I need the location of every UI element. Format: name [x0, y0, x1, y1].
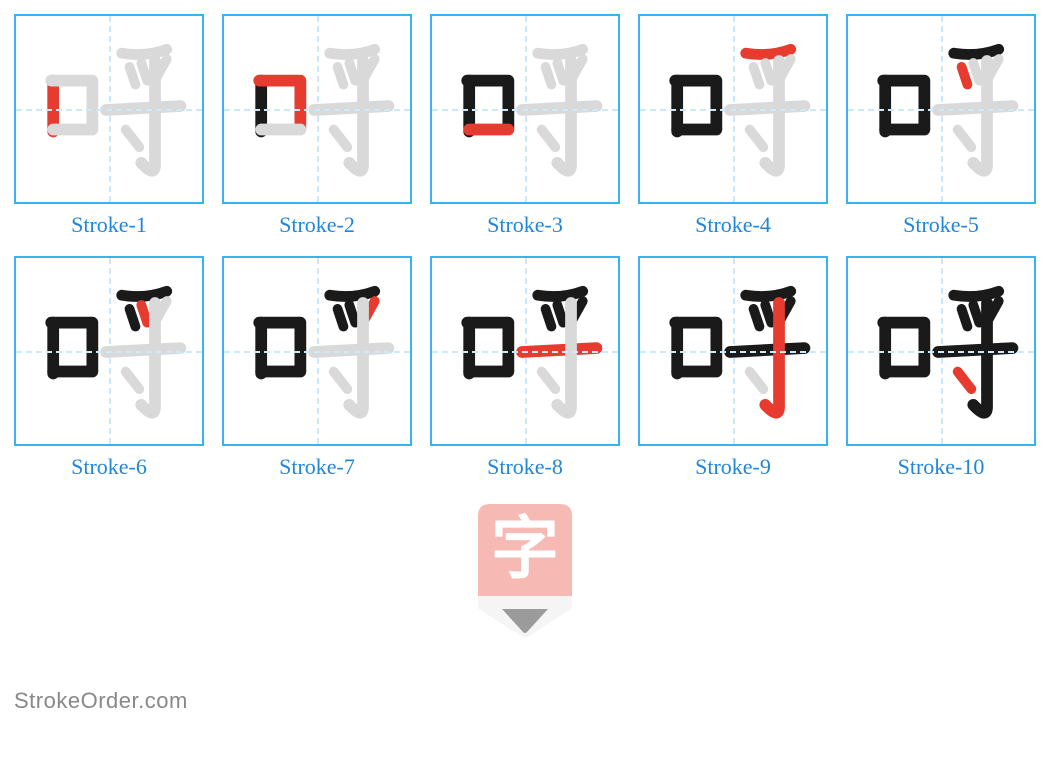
stroke-box	[14, 14, 204, 204]
stroke-box	[638, 256, 828, 446]
stroke-label: Stroke-3	[487, 212, 563, 238]
stroke-box	[846, 14, 1036, 204]
stroke-label: Stroke-8	[487, 454, 563, 480]
stroke-label: Stroke-6	[71, 454, 147, 480]
stroke-box	[430, 256, 620, 446]
stroke-cell: Stroke-5	[846, 14, 1036, 238]
stroke-box	[14, 256, 204, 446]
stroke-cell: Stroke-10	[846, 256, 1036, 480]
stroke-cell: Stroke-6	[14, 256, 204, 480]
stroke-box	[846, 256, 1036, 446]
stroke-box	[222, 14, 412, 204]
stroke-cell: Stroke-9	[638, 256, 828, 480]
stroke-cell: Stroke-2	[222, 14, 412, 238]
stroke-box	[430, 14, 620, 204]
stroke-cell: Stroke-8	[430, 256, 620, 480]
stroke-grid: Stroke-1 Stroke-2 Stroke-3 Stroke-4 Stro…	[14, 14, 1036, 480]
stroke-cell: Stroke-3	[430, 14, 620, 238]
site-logo: 字	[450, 504, 600, 654]
watermark-text: StrokeOrder.com	[14, 688, 1036, 714]
stroke-cell: Stroke-1	[14, 14, 204, 238]
stroke-label: Stroke-4	[695, 212, 771, 238]
stroke-box	[638, 14, 828, 204]
stroke-label: Stroke-1	[71, 212, 147, 238]
stroke-label: Stroke-7	[279, 454, 355, 480]
stroke-label: Stroke-2	[279, 212, 355, 238]
footer-row: 字 StrokeOrder.com	[14, 498, 1036, 714]
logo-char: 字	[491, 511, 559, 587]
stroke-cell: Stroke-7	[222, 256, 412, 480]
stroke-label: Stroke-5	[903, 212, 979, 238]
stroke-label: Stroke-9	[695, 454, 771, 480]
stroke-label: Stroke-10	[898, 454, 985, 480]
stroke-cell: Stroke-4	[638, 14, 828, 238]
stroke-box	[222, 256, 412, 446]
